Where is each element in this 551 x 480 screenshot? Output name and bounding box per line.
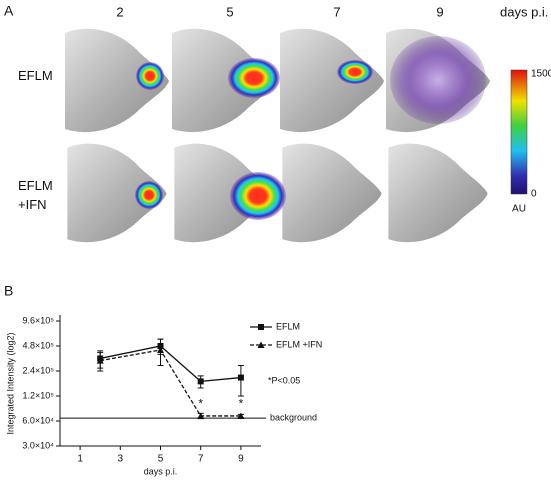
signal [390, 36, 486, 124]
marker [96, 357, 104, 364]
panel-label: A [4, 3, 14, 19]
mouse-image [280, 28, 384, 133]
legend-label: EFLM [276, 321, 300, 331]
legend-marker [258, 324, 264, 330]
signal [228, 58, 280, 98]
legend-label: EFLM +IFN [276, 339, 322, 349]
x-axis-label: days p.i. [144, 466, 178, 476]
annotation: * [198, 396, 203, 410]
signal [337, 60, 373, 84]
signal [136, 62, 164, 90]
marker [197, 412, 205, 419]
signal [135, 181, 163, 209]
column-label: 5 [226, 4, 233, 19]
y-tick-label: 1.2×10⁵ [22, 390, 54, 400]
y-tick-label: 9.6×10⁵ [22, 315, 54, 325]
row-label: EFLM +IFN [18, 178, 53, 212]
column-unit: days p.i. [500, 4, 548, 19]
column-label: 7 [333, 4, 340, 19]
x-tick-label: 1 [77, 454, 83, 465]
y-tick-label: 6.0×10⁴ [22, 415, 54, 425]
column-label: 2 [116, 4, 123, 19]
colorbar-max: 1500 [531, 69, 551, 80]
x-tick-label: 5 [158, 454, 164, 465]
marker [237, 412, 245, 419]
column-label: 9 [436, 4, 443, 19]
marker [197, 378, 204, 385]
y-tick-label: 3.0×10⁴ [22, 440, 54, 450]
mouse-image [388, 143, 488, 243]
marker [157, 346, 164, 353]
signal [230, 172, 286, 220]
error-bar [237, 364, 244, 397]
colorbar-unit: AU [512, 204, 526, 215]
x-tick-label: 7 [198, 454, 204, 465]
annotation: * [239, 396, 244, 410]
y-tick-label: 4.8×10⁵ [22, 340, 54, 350]
chart: 3.0×10⁴ 6.0×10⁴ 1.2×10⁵ 2.4×10⁵ 4.8×10⁵ 9.6×1… [5, 315, 322, 476]
colorbar-min: 0 [531, 189, 537, 200]
background-label: background [270, 412, 317, 422]
colorbar [510, 69, 528, 195]
marker [237, 374, 244, 381]
row-label: EFLM [18, 68, 53, 83]
series-line [100, 345, 241, 383]
series-line [100, 349, 241, 417]
annotation: *P<0.05 [268, 375, 300, 385]
x-tick-label: 9 [238, 454, 244, 465]
panel-label: B [4, 283, 13, 299]
mouse-image [282, 143, 382, 243]
legend-marker [257, 341, 265, 348]
x-tick-label: 3 [118, 454, 124, 465]
y-axis-label: Integrated Intensity (log2) [5, 332, 15, 434]
y-tick-label: 2.4×10⁵ [22, 365, 54, 375]
